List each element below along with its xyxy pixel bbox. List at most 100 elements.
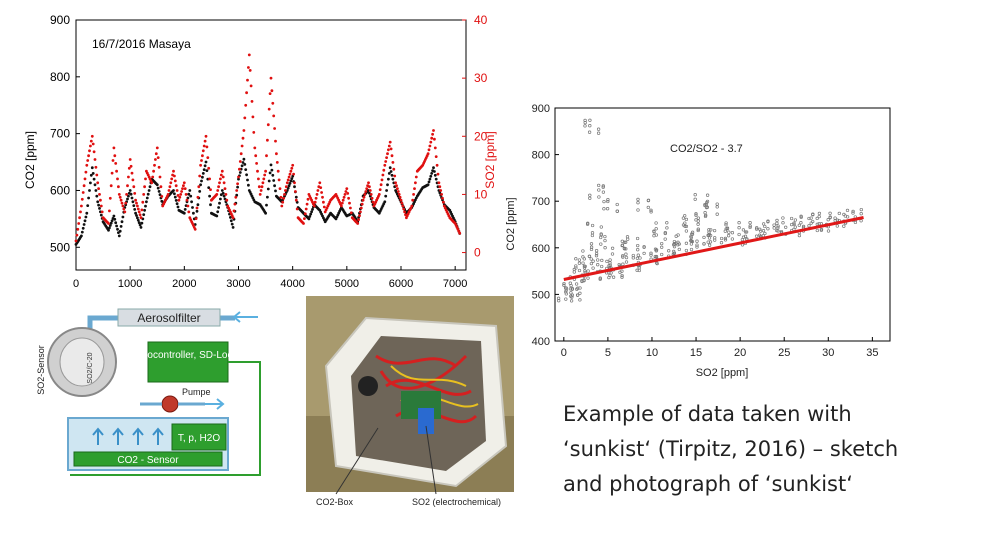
- time-series-point-so2: [220, 169, 224, 173]
- time-series-point-so2: [322, 205, 326, 209]
- time-series-point-co2: [434, 177, 438, 181]
- time-series-point-so2: [207, 166, 211, 170]
- correlation-point: [707, 230, 711, 234]
- time-series-point-so2: [74, 239, 78, 243]
- time-series-ytick-left-label: 900: [50, 13, 70, 27]
- time-series-point-co2: [208, 194, 212, 198]
- time-series-point-co2: [126, 197, 129, 201]
- time-series-plot-area: [75, 19, 467, 271]
- time-series-point-so2: [321, 195, 324, 199]
- correlation-point: [620, 243, 624, 248]
- wires-bundle: [375, 354, 478, 424]
- co2-box-label: CO2-Box: [316, 497, 354, 507]
- time-series-point-so2: [135, 201, 138, 205]
- correlation-point: [596, 131, 601, 135]
- correlation-point: [586, 269, 590, 273]
- time-series-point-so2: [180, 190, 184, 193]
- time-series-point-co2: [307, 217, 311, 221]
- time-series-point-so2: [195, 206, 199, 210]
- correlation-point: [654, 249, 658, 253]
- correlation-point: [772, 226, 776, 230]
- correlation-point: [588, 196, 592, 200]
- time-series-point-so2: [75, 233, 79, 237]
- time-series-point-co2: [216, 210, 220, 214]
- correlation-point: [564, 290, 568, 294]
- time-series-point-so2: [400, 201, 404, 205]
- time-series-point-co2: [217, 206, 221, 209]
- correlation-point: [776, 224, 780, 228]
- time-series-point-so2: [434, 155, 438, 159]
- time-series-point-so2: [160, 195, 164, 198]
- time-series-point-so2: [272, 114, 276, 118]
- time-series-point-co2: [112, 214, 116, 218]
- pump-label: Pumpe: [182, 387, 211, 397]
- time-series-point-co2: [90, 166, 94, 170]
- time-series-point-co2: [289, 179, 293, 183]
- correlation-point: [667, 249, 671, 253]
- correlation-point: [603, 238, 607, 243]
- correlation-point: [792, 222, 796, 227]
- time-series-point-co2: [187, 192, 191, 196]
- time-series-point-so2: [167, 189, 171, 192]
- correlation-xlabel: SO2 [ppm]: [696, 367, 749, 379]
- time-series-point-so2: [78, 216, 81, 220]
- time-series-point-so2: [320, 191, 323, 194]
- time-series-point-so2: [93, 158, 97, 161]
- time-series-point-co2: [130, 196, 134, 200]
- correlation-point: [709, 228, 713, 232]
- correlation-point: [715, 205, 719, 209]
- time-series-point-so2: [378, 188, 382, 192]
- time-series-point-so2: [88, 149, 91, 153]
- inlet-arrow-icon: [232, 311, 258, 323]
- time-series-point-so2: [402, 207, 406, 211]
- time-series-point-so2: [170, 177, 174, 181]
- time-series-point-so2: [244, 103, 248, 107]
- correlation-point: [599, 242, 603, 246]
- correlation-point: [652, 229, 656, 233]
- time-series-point-so2: [283, 193, 286, 196]
- time-series-point-co2: [131, 200, 135, 204]
- time-series-point-co2: [155, 183, 159, 187]
- time-series-point-co2: [134, 211, 138, 215]
- time-series-point-so2: [293, 181, 296, 185]
- time-series-point-co2: [80, 230, 84, 234]
- time-series-point-co2: [238, 171, 242, 174]
- time-series-point-co2: [110, 219, 114, 223]
- time-series-point-so2: [96, 181, 100, 185]
- time-series-point-so2: [77, 222, 81, 225]
- time-series-point-co2: [147, 189, 151, 192]
- time-series-point-so2: [133, 192, 137, 195]
- microcontroller-box: [147, 341, 229, 383]
- correlation-xtick-label: 15: [690, 347, 702, 359]
- correlation-point: [583, 269, 587, 273]
- time-series-point-so2: [243, 116, 247, 120]
- time-series-point-so2: [344, 190, 348, 193]
- time-series-point-so2: [267, 107, 271, 111]
- correlation-xtick-label: 20: [734, 347, 746, 359]
- time-series-point-co2: [266, 187, 270, 191]
- so2-sensor-face: [59, 337, 105, 387]
- correlation-point: [665, 226, 669, 230]
- correlation-point: [842, 224, 846, 228]
- correlation-point: [570, 295, 574, 299]
- correlation-point: [607, 275, 611, 280]
- time-series-point-co2: [205, 169, 209, 173]
- time-series-point-so2: [340, 201, 344, 205]
- time-series-point-co2: [311, 208, 314, 211]
- correlation-point: [663, 237, 667, 241]
- correlation-point: [596, 263, 600, 267]
- correlation-point: [741, 228, 746, 232]
- time-series-xtick-label: 5000: [335, 278, 359, 290]
- time-series-point-so2: [86, 159, 90, 162]
- correlation-point: [581, 249, 585, 253]
- correlation-point: [766, 220, 770, 224]
- time-series-point-so2: [204, 134, 208, 138]
- time-series-ylabel-left: CO2 [ppm]: [23, 131, 37, 189]
- time-series-point-co2: [287, 184, 291, 188]
- co2-box-icon: [358, 376, 378, 396]
- time-series-point-so2: [248, 69, 252, 72]
- correlation-point: [660, 252, 664, 257]
- time-series-point-so2: [304, 207, 308, 211]
- correlation-point: [562, 281, 566, 286]
- time-series-point-so2: [124, 201, 128, 205]
